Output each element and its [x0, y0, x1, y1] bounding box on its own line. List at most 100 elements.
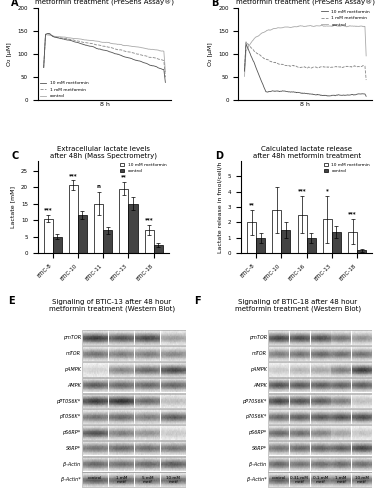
Title: Signaling of BTIC-18 after 48 hour
metformin treatment (Western Blot): Signaling of BTIC-18 after 48 hour metfo…: [235, 299, 361, 312]
Bar: [82, 330, 186, 345]
Text: 10 mM
metf: 10 mM metf: [166, 476, 180, 484]
Title: Calculated lactate release
after 48h metformin treatment: Calculated lactate release after 48h met…: [253, 146, 361, 159]
Title: Extracellular O₂ levels of BTIC-13 after
metformin treatment (PreSens Assay®): Extracellular O₂ levels of BTIC-13 after…: [35, 0, 174, 6]
Y-axis label: O₂ [µM]: O₂ [µM]: [208, 42, 212, 66]
Bar: [268, 378, 372, 392]
Title: Extracellular O₂ levels of BTIC-18 after
metformin treatment (PreSens Assay®): Extracellular O₂ levels of BTIC-18 after…: [236, 0, 375, 6]
Bar: [82, 394, 186, 408]
Legend: 10 mM metformin, 1 mM metformin, control: 10 mM metformin, 1 mM metformin, control: [321, 10, 370, 26]
Text: β-Actin*: β-Actin*: [247, 478, 267, 482]
Bar: [82, 456, 186, 471]
Text: B: B: [212, 0, 219, 8]
Text: pAMPK: pAMPK: [64, 367, 81, 372]
Bar: [268, 472, 372, 488]
Text: pmTOR: pmTOR: [249, 336, 267, 340]
Bar: [44, 218, 53, 254]
Bar: [82, 472, 186, 488]
Text: β-Actin: β-Actin: [249, 462, 267, 466]
Bar: [145, 230, 154, 254]
Text: F: F: [194, 296, 200, 306]
Bar: [82, 425, 186, 440]
Text: *: *: [326, 188, 329, 194]
Y-axis label: O₂ [µM]: O₂ [µM]: [7, 42, 12, 66]
Text: pS6RP*: pS6RP*: [62, 430, 81, 435]
Bar: [120, 189, 129, 254]
Bar: [256, 238, 265, 254]
Bar: [247, 222, 256, 254]
Text: E: E: [8, 296, 15, 306]
Bar: [82, 378, 186, 392]
Bar: [268, 346, 372, 361]
Bar: [69, 186, 78, 254]
Bar: [103, 230, 112, 254]
Text: ***: ***: [145, 218, 153, 222]
Text: pT0S6K*: pT0S6K*: [59, 414, 81, 420]
Text: mTOR: mTOR: [66, 351, 81, 356]
Text: S6RP*: S6RP*: [252, 446, 267, 451]
Bar: [78, 216, 87, 254]
Bar: [268, 456, 372, 471]
Text: C: C: [11, 152, 18, 162]
Bar: [281, 230, 290, 254]
Text: 0.31 mM
metf: 0.31 mM metf: [290, 476, 308, 484]
Bar: [268, 330, 372, 345]
Bar: [306, 238, 316, 254]
Bar: [268, 410, 372, 424]
Bar: [332, 232, 341, 254]
Text: 10 mM
metf: 10 mM metf: [355, 476, 369, 484]
Text: ***: ***: [69, 172, 78, 178]
Legend: 10 mM metformin, control: 10 mM metformin, control: [120, 163, 167, 173]
Legend: 10 mM metformin, control: 10 mM metformin, control: [324, 163, 370, 173]
Title: Extracellular lactate levels
after 48h (Mass Spectrometry): Extracellular lactate levels after 48h (…: [50, 146, 157, 160]
Text: A: A: [11, 0, 18, 8]
Bar: [82, 441, 186, 456]
Text: ***: ***: [44, 208, 52, 212]
Bar: [82, 410, 186, 424]
Y-axis label: Lactate release in fmol/cell/h: Lactate release in fmol/cell/h: [217, 162, 222, 252]
Text: pP70S6K*: pP70S6K*: [242, 398, 267, 404]
Y-axis label: Lactate [mM]: Lactate [mM]: [10, 186, 15, 228]
Text: p70S6K*: p70S6K*: [245, 414, 267, 420]
Bar: [53, 237, 62, 254]
Text: ***: ***: [348, 212, 357, 216]
Text: pmTOR: pmTOR: [63, 336, 81, 340]
Text: ***: ***: [298, 188, 306, 194]
Bar: [129, 204, 138, 254]
Bar: [268, 394, 372, 408]
Bar: [272, 210, 281, 254]
Text: 1 mM
metf: 1 mM metf: [335, 476, 347, 484]
Bar: [154, 245, 163, 254]
Text: AMPK: AMPK: [253, 382, 267, 388]
Text: pAMPK: pAMPK: [250, 367, 267, 372]
Bar: [357, 250, 366, 254]
Bar: [268, 362, 372, 377]
Bar: [268, 441, 372, 456]
Bar: [323, 220, 332, 254]
Text: D: D: [215, 152, 223, 162]
Bar: [297, 214, 306, 254]
Bar: [268, 425, 372, 440]
Text: control: control: [88, 476, 102, 480]
Bar: [348, 232, 357, 254]
X-axis label: 8 h: 8 h: [300, 102, 310, 106]
Bar: [94, 204, 103, 254]
Text: 5 mM
metf: 5 mM metf: [141, 476, 153, 484]
Title: Signaling of BTIC-13 after 48 hour
metformin treatment (Western Blot): Signaling of BTIC-13 after 48 hour metfo…: [49, 299, 175, 312]
Text: S6RP*: S6RP*: [65, 446, 81, 451]
Text: 0.1 mM
metf: 0.1 mM metf: [312, 476, 328, 484]
Text: n: n: [97, 184, 101, 190]
X-axis label: 8 h: 8 h: [100, 102, 109, 106]
Text: mTOR: mTOR: [252, 351, 267, 356]
Text: pPT0S6K*: pPT0S6K*: [56, 398, 81, 404]
Text: pS6RP*: pS6RP*: [249, 430, 267, 435]
Text: β-Actin*: β-Actin*: [61, 478, 81, 482]
Text: β-Actin: β-Actin: [64, 462, 81, 466]
Legend: 10 mM metformin, 1 mM metformin, control: 10 mM metformin, 1 mM metformin, control: [40, 82, 89, 98]
Text: control: control: [271, 476, 286, 480]
Text: 1 mM
metf: 1 mM metf: [115, 476, 127, 484]
Bar: [82, 346, 186, 361]
Text: **: **: [121, 174, 127, 180]
Bar: [82, 362, 186, 377]
Text: AMPK: AMPK: [67, 382, 81, 388]
Text: **: **: [249, 202, 255, 207]
